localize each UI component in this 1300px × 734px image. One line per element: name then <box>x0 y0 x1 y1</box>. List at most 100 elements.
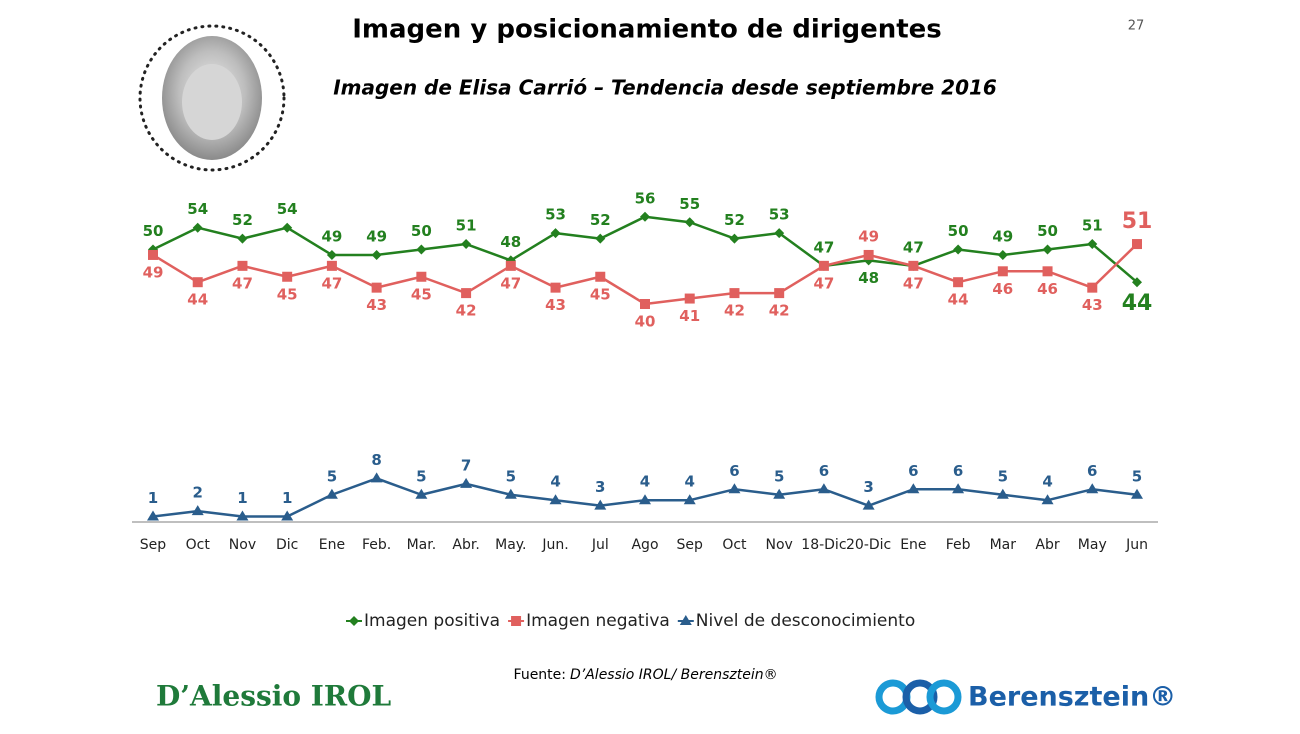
data-label: 53 <box>769 206 790 224</box>
point <box>1087 282 1098 293</box>
x-tick-label: Jun <box>1125 537 1148 553</box>
data-label: 51 <box>456 217 477 235</box>
data-label: 4 <box>550 473 560 491</box>
point <box>729 233 740 244</box>
data-label: 3 <box>595 478 605 496</box>
x-tick-label: 20-Dic <box>846 537 891 553</box>
legend: Imagen positiva Imagen negativa Nivel de d… <box>346 611 915 631</box>
legend-label: Nivel de desconocimiento <box>696 611 915 631</box>
logo-berensztein-icon <box>875 679 962 715</box>
source: D’Alessio IROL/ Berensztein® <box>570 667 778 683</box>
data-label: 2 <box>193 484 203 502</box>
data-label: 49 <box>858 227 879 245</box>
data-label: 54 <box>277 200 298 218</box>
data-label: 44 <box>948 291 969 309</box>
point <box>684 293 695 304</box>
data-label: 1 <box>282 489 292 507</box>
point <box>907 483 920 494</box>
point <box>326 260 337 271</box>
data-label: 50 <box>1037 222 1058 240</box>
point <box>549 494 562 505</box>
data-label: 46 <box>1037 280 1058 298</box>
x-tick-label: Ago <box>631 537 658 553</box>
point <box>282 271 293 282</box>
point <box>191 505 204 516</box>
data-label: 47 <box>903 238 924 256</box>
data-label: 49 <box>992 227 1013 245</box>
point <box>461 239 472 250</box>
data-label: 48 <box>858 269 879 287</box>
data-label: 50 <box>411 222 432 240</box>
data-label: 3 <box>863 478 873 496</box>
point <box>997 266 1008 277</box>
data-label: 49 <box>366 227 387 245</box>
point <box>1086 483 1099 494</box>
data-label: 42 <box>724 302 745 320</box>
data-label: 45 <box>411 285 432 303</box>
point <box>1042 244 1053 255</box>
title: Imagen y posicionamiento de dirigentes <box>352 15 942 45</box>
data-label: 6 <box>819 462 829 480</box>
point <box>416 271 427 282</box>
data-label: 45 <box>277 285 298 303</box>
legend-label: Imagen positiva <box>364 611 500 631</box>
x-tick-label: Abr <box>1035 537 1059 553</box>
x-tick-label: Mar <box>990 537 1017 553</box>
point <box>595 271 606 282</box>
data-label: 8 <box>371 451 381 469</box>
point <box>952 483 965 494</box>
x-tick-label: Oct <box>186 537 211 553</box>
point <box>505 260 516 271</box>
data-label: 4 <box>1042 473 1052 491</box>
data-label: 47 <box>813 274 834 292</box>
data-label: 43 <box>1082 296 1103 314</box>
data-label: 1 <box>237 489 247 507</box>
point <box>147 510 159 521</box>
x-tick-label: 18-Dic <box>801 537 846 553</box>
point <box>237 260 248 271</box>
point <box>1132 239 1142 250</box>
point <box>818 260 829 271</box>
data-label: 5 <box>774 467 784 485</box>
point <box>773 488 786 499</box>
point <box>1132 277 1142 288</box>
subtitle: Imagen de Elisa Carrió – Tendencia desde… <box>333 76 997 100</box>
data-label: 49 <box>321 227 342 245</box>
data-label: 43 <box>366 296 387 314</box>
x-tick-label: Abr. <box>452 537 479 553</box>
data-label: 1 <box>148 489 158 507</box>
data-label: 56 <box>635 189 656 207</box>
data-label: 50 <box>143 222 164 240</box>
data-label: 52 <box>232 211 253 229</box>
point <box>863 249 874 260</box>
point <box>640 299 650 309</box>
point <box>192 222 203 233</box>
point <box>504 488 517 499</box>
data-label: 5 <box>998 467 1008 485</box>
data-label: 6 <box>953 462 963 480</box>
data-label: 7 <box>461 456 471 474</box>
data-label: 46 <box>992 280 1013 298</box>
point <box>1042 266 1053 277</box>
point <box>1041 494 1054 505</box>
point <box>1131 488 1143 499</box>
x-tick-label: Ene <box>900 537 926 553</box>
point <box>953 244 964 255</box>
x-tick-label: Ene <box>319 537 345 553</box>
point <box>684 217 695 228</box>
x-tick-label: Feb. <box>362 537 391 553</box>
point <box>997 249 1008 260</box>
logo-berensztein: Berensztein® <box>968 682 1176 713</box>
data-label: 5 <box>327 467 337 485</box>
data-label: 6 <box>729 462 739 480</box>
data-label: 45 <box>590 285 611 303</box>
data-label: 43 <box>545 296 566 314</box>
data-label: 6 <box>908 462 918 480</box>
x-tick-label: Nov <box>229 537 256 553</box>
point <box>774 288 785 299</box>
data-label: 44 <box>187 291 208 309</box>
data-label: 50 <box>948 222 969 240</box>
point <box>639 494 651 505</box>
point <box>370 472 383 483</box>
